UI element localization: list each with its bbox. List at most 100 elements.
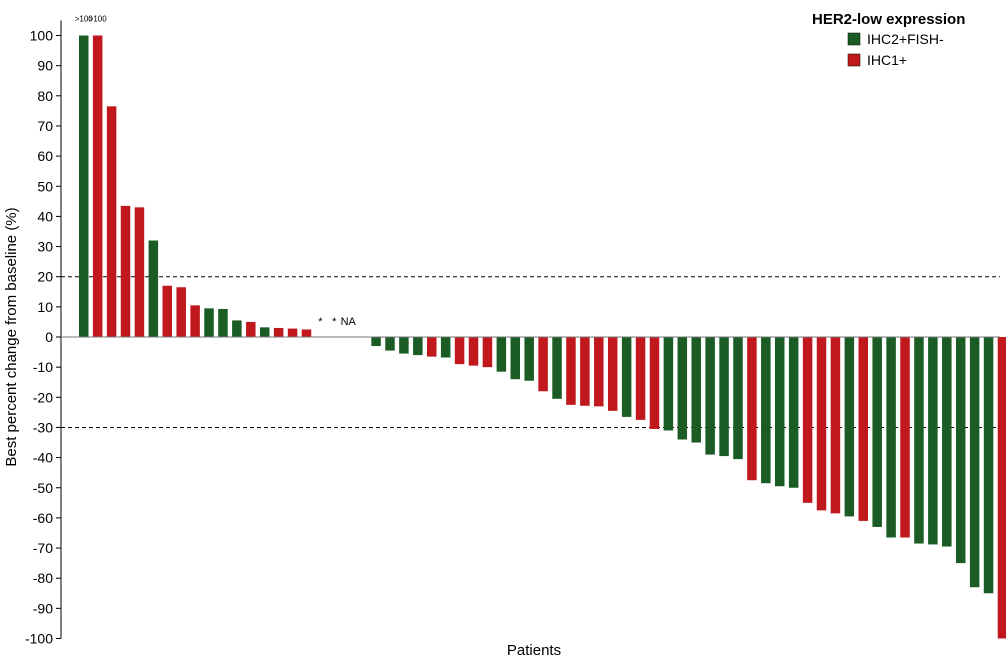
y-tick-label: 30 [37,239,53,255]
bar-label: >100 [89,15,108,24]
y-tick-label: -50 [33,480,53,496]
y-tick-label: -20 [33,389,53,405]
y-tick-label: -90 [33,600,53,616]
bar [858,337,869,521]
y-axis-title: Best percent change from baseline (%) [3,207,20,466]
bar [942,337,952,547]
bar [538,337,548,392]
bar [524,337,534,381]
bar [886,337,896,538]
bar [802,337,813,503]
bar [482,337,493,368]
bar [691,337,701,443]
bar [872,337,882,527]
bar-label: * [332,316,337,328]
bar [761,337,771,484]
x-axis-title: Patients [507,642,561,659]
bar [496,337,507,372]
y-tick-label: 20 [37,269,53,285]
y-tick-label: 80 [37,88,53,104]
bar [454,337,465,365]
bar [775,337,785,487]
bar [594,337,604,407]
bar [218,308,228,337]
reference-lines [61,276,1000,428]
bar [162,285,173,337]
bar-label: * [318,316,323,328]
y-axis: 1009080706050403020100-10-20-30-40-50-60… [25,20,62,647]
bar [246,321,256,337]
bar [427,337,437,357]
legend: HER2-low expression IHC2+FISH- IHC1+ [812,11,965,68]
bar [106,106,117,337]
bar [510,337,521,380]
bar [120,205,131,337]
bar [719,337,729,457]
bar [259,327,270,337]
bar [580,337,590,406]
bar [788,337,799,488]
bar [399,337,409,354]
bars [79,35,1006,639]
bar [566,337,576,405]
y-tick-label: -30 [33,419,53,435]
y-tick-label: -10 [33,359,53,375]
legend-entry-label: IHC1+ [867,52,907,68]
bar [148,240,159,337]
bar [552,337,562,399]
y-tick-label: -40 [33,450,53,466]
bar [747,337,757,481]
y-tick-label: 50 [37,178,53,194]
legend-title: HER2-low expression [812,11,965,28]
bar [705,337,715,455]
y-tick-label: 10 [37,299,53,315]
y-tick-label: 90 [37,58,53,74]
bar [232,320,242,337]
y-tick-label: 60 [37,148,53,164]
bar [190,305,200,337]
bar [983,337,994,594]
bar-label: NA [341,316,357,328]
bar [663,337,674,431]
y-tick-label: -80 [33,570,53,586]
bar-annotations: >100>100 * * NA [75,15,357,329]
legend-swatch [847,32,861,46]
bar-label: >100 [75,15,94,24]
bar [649,337,660,429]
bar [928,337,938,545]
bar [830,337,841,514]
bar [816,337,827,511]
bar [900,337,910,538]
bar [844,337,855,517]
bar [92,35,103,337]
bar [385,337,395,351]
bar [273,327,284,337]
bar [287,328,298,337]
y-tick-label: 100 [30,28,54,44]
y-tick-label: -100 [25,631,53,647]
bar [677,337,688,440]
bar [204,308,214,337]
y-tick-label: 70 [37,118,53,134]
bar [635,337,646,420]
y-tick-label: 40 [37,208,53,224]
bar [468,337,479,366]
bar [371,337,381,347]
bar [621,337,632,417]
bar [134,207,145,337]
y-tick-label: -60 [33,510,53,526]
legend-entry-label: IHC2+FISH- [867,31,944,47]
bar [607,337,618,411]
bar [301,329,312,337]
bar [79,35,89,337]
bar [955,337,966,564]
bar [733,337,743,460]
bar [997,337,1006,639]
bar [440,337,451,358]
y-tick-label: -70 [33,540,53,556]
legend-swatch [847,53,861,67]
bar [176,287,186,337]
bar [969,337,980,588]
bar [413,337,423,356]
